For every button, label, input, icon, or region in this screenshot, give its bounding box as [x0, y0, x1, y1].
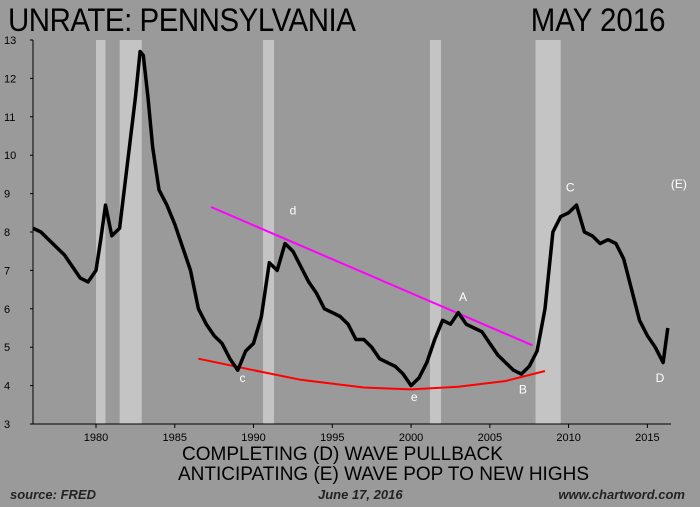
wave-label-5: C: [566, 181, 575, 195]
trend-line-1: [198, 357, 546, 391]
x-tick-label-2005: 2005: [478, 432, 502, 444]
y-tick-label-11: 11: [4, 112, 15, 124]
x-tick-label-1990: 1990: [241, 432, 265, 444]
wave-label-4: B: [519, 382, 527, 396]
x-tick-label-1995: 1995: [320, 432, 344, 444]
y-tick-label-8: 8: [4, 227, 10, 239]
wave-label-1: d: [290, 204, 297, 218]
wave-label-3: A: [459, 290, 467, 304]
y-tick-label-5: 5: [4, 342, 10, 354]
wave-label-2: e: [411, 390, 418, 404]
unemployment-series-line: [32, 49, 670, 388]
recession-bar-1: [119, 40, 142, 424]
x-tick-label-2000: 2000: [399, 432, 423, 444]
x-tick-label-1985: 1985: [163, 432, 187, 444]
source-label: source: FRED: [10, 487, 96, 502]
recession-bar-4: [535, 40, 561, 424]
y-tick-label-10: 10: [4, 150, 16, 162]
x-tick-label-2015: 2015: [635, 432, 659, 444]
y-tick-label-13: 13: [4, 35, 16, 47]
x-tick-label-1980: 1980: [84, 432, 108, 444]
wave-label-7: (E): [671, 177, 687, 191]
note-line-2: ANTICIPATING (E) WAVE POP TO NEW HIGHS: [178, 464, 590, 485]
chart-title: UNRATE: PENNSYLVANIA: [8, 2, 356, 38]
chart-date-title: MAY 2016: [530, 2, 665, 38]
website-label: www.chartword.com: [558, 487, 685, 502]
y-tick-label-12: 12: [4, 73, 16, 85]
note-line-1: COMPLETING (D) WAVE PULLBACK: [182, 444, 503, 465]
y-tick-label-6: 6: [4, 304, 10, 316]
y-tick-label-3: 3: [4, 419, 10, 431]
y-tick-label-9: 9: [4, 189, 10, 201]
y-tick-label-4: 4: [4, 381, 10, 393]
recession-bar-3: [429, 40, 442, 424]
trend-line-0: [210, 206, 533, 347]
x-tick-label-2010: 2010: [556, 432, 580, 444]
publish-date: June 17, 2016: [318, 487, 403, 502]
wave-label-6: D: [656, 371, 665, 385]
y-tick-label-7: 7: [4, 265, 10, 277]
wave-label-0: c: [240, 371, 246, 385]
